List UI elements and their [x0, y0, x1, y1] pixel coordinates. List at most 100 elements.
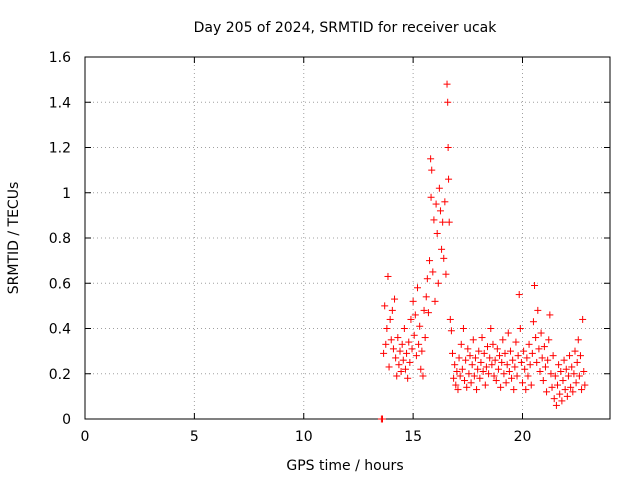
- data-point: [564, 372, 572, 380]
- data-point: [450, 374, 458, 382]
- data-point: [430, 216, 438, 224]
- data-point: [444, 98, 452, 106]
- data-point: [486, 354, 494, 362]
- data-point: [415, 340, 423, 348]
- data-point: [491, 356, 499, 364]
- data-point: [531, 282, 539, 290]
- data-point: [461, 377, 469, 385]
- data-point: [382, 340, 390, 348]
- data-point: [535, 345, 543, 353]
- data-point: [381, 302, 389, 310]
- data-point: [454, 386, 462, 394]
- data-point: [490, 372, 498, 380]
- data-point: [496, 352, 504, 360]
- x-tick-label: 15: [404, 429, 422, 445]
- data-point: [403, 349, 411, 357]
- data-point: [578, 386, 586, 394]
- data-point: [571, 347, 579, 355]
- data-point: [386, 315, 394, 323]
- data-point: [439, 218, 447, 226]
- data-point: [426, 257, 434, 265]
- data-point: [414, 284, 421, 292]
- data-point: [412, 352, 420, 360]
- data-point: [574, 336, 582, 344]
- data-point: [524, 372, 532, 380]
- data-point: [547, 370, 555, 378]
- data-point: [479, 367, 487, 375]
- x-tick-label: 0: [81, 429, 90, 445]
- data-point: [519, 379, 526, 387]
- y-tick-label: 1.4: [49, 95, 71, 111]
- data-point: [464, 345, 472, 353]
- data-point: [396, 347, 404, 355]
- data-point: [441, 198, 449, 206]
- data-point: [550, 395, 558, 403]
- data-point: [511, 363, 519, 371]
- data-point: [475, 347, 483, 355]
- data-point: [420, 306, 428, 314]
- data-point: [399, 356, 407, 364]
- data-point: [410, 331, 418, 339]
- data-point: [527, 381, 535, 389]
- data-point: [580, 367, 588, 375]
- data-point: [557, 367, 565, 375]
- data-point: [458, 365, 466, 373]
- data-point: [522, 386, 530, 394]
- data-point: [500, 370, 508, 378]
- data-point: [431, 297, 439, 305]
- data-point: [397, 367, 405, 375]
- y-tick-label: 1.6: [49, 50, 71, 66]
- data-point: [467, 379, 475, 387]
- data-point: [446, 315, 454, 323]
- data-point: [478, 334, 486, 342]
- data-point: [451, 361, 459, 369]
- data-point: [489, 340, 497, 348]
- data-point: [447, 327, 455, 335]
- data-point: [433, 229, 441, 237]
- data-point: [512, 338, 520, 346]
- data-point: [498, 358, 506, 366]
- data-point: [462, 356, 470, 364]
- data-point: [513, 372, 521, 380]
- data-point: [482, 363, 490, 371]
- data-point: [411, 311, 419, 319]
- data-point: [536, 367, 544, 375]
- data-point: [468, 361, 476, 369]
- data-point: [432, 200, 440, 208]
- axis-ticks: 0 5 10 15 20 0 0.2 0.4 0.6 0.8 1 1.2 1.4 1.6: [49, 50, 610, 445]
- data-point: [401, 365, 409, 373]
- data-point: [392, 354, 400, 362]
- data-point: [576, 352, 584, 360]
- data-point: [502, 379, 510, 387]
- data-point: [481, 381, 489, 389]
- data-point: [525, 340, 533, 348]
- data-point: [581, 381, 589, 389]
- data-point: [465, 370, 473, 378]
- x-tick-label: 10: [295, 429, 313, 445]
- data-point: [541, 363, 549, 371]
- data-point: [418, 347, 426, 355]
- y-tick-label: 0.4: [49, 322, 71, 338]
- data-point: [549, 352, 557, 360]
- data-point: [568, 363, 576, 371]
- data-point: [459, 325, 467, 332]
- data-point: [521, 365, 529, 373]
- data-point: [471, 354, 479, 362]
- data-point: [543, 388, 551, 396]
- data-point: [393, 372, 401, 380]
- y-tick-label: 0.2: [49, 367, 71, 383]
- data-point: [575, 372, 583, 380]
- data-point: [434, 279, 442, 287]
- data-point: [493, 345, 501, 353]
- data-point: [570, 370, 578, 378]
- chart-title: Day 205 of 2024, SRMTID for receiver uca…: [194, 20, 498, 36]
- data-point: [407, 315, 415, 323]
- data-point: [515, 291, 523, 299]
- data-point: [405, 338, 413, 346]
- data-point: [544, 356, 552, 364]
- data-point: [436, 207, 444, 215]
- data-point: [394, 334, 402, 342]
- data-point: [572, 379, 580, 387]
